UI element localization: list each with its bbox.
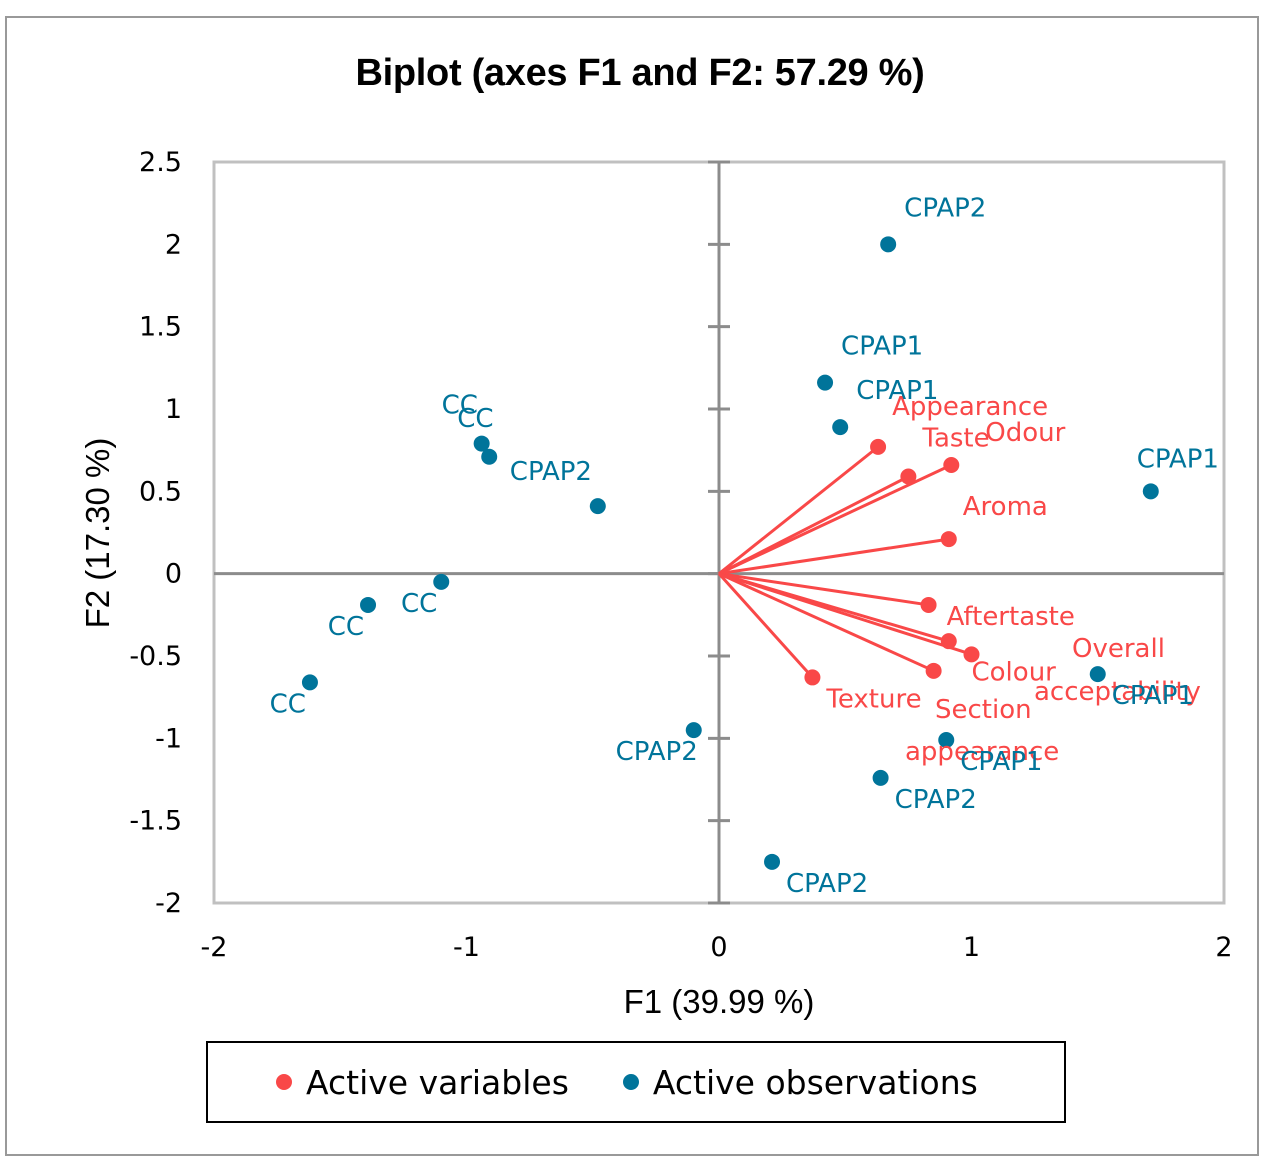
variable-point (963, 646, 980, 663)
observation-label: CC (328, 612, 364, 642)
variable-label: Texture (825, 684, 921, 714)
observation-point (832, 419, 849, 436)
variable-point (925, 662, 942, 679)
observation-label: CC (457, 404, 493, 434)
x-tick-label: -2 (201, 932, 228, 963)
observation-label: CC (270, 689, 306, 719)
y-tick-label: 2 (165, 229, 182, 260)
chart-title: Biplot (axes F1 and F2: 57.29 %) (355, 52, 925, 94)
variable-vector (718, 572, 935, 673)
legend-label-variables: Active variables (306, 1062, 569, 1102)
observation-label: CPAP2 (786, 869, 868, 899)
x-tick-label: 0 (710, 932, 727, 963)
observation-point (817, 374, 834, 391)
variable-label: Section (935, 695, 1032, 725)
observation-label: CPAP1 (841, 332, 923, 362)
variable-point (943, 456, 960, 473)
observation-point (473, 435, 490, 452)
variable-point (870, 438, 887, 455)
variable-label: Overall (1072, 634, 1165, 664)
observation-point (481, 448, 498, 465)
y-tick-label: 0 (165, 559, 182, 590)
observation-point (1089, 666, 1106, 683)
variable-label: Colour (972, 657, 1057, 687)
variable-vector (718, 463, 952, 576)
observation-point (433, 573, 450, 590)
variable-point (940, 531, 957, 548)
legend-label-observations: Active observations (652, 1062, 978, 1102)
legend-marker-variables (276, 1074, 292, 1090)
legend-marker-observations (622, 1074, 639, 1090)
variable-vector (718, 572, 972, 656)
observation-point (685, 722, 702, 739)
observation-point (764, 853, 781, 870)
y-tick-label: -0.5 (129, 641, 182, 672)
observation-label: CPAP2 (510, 457, 592, 487)
y-tick-label: -2 (155, 888, 182, 919)
variable-vector (717, 572, 814, 679)
y-tick-label: 2.5 (139, 147, 182, 178)
observation-label: CC (401, 589, 437, 619)
axes-layer: 2.5 2 1.5 1 0.5 0 -0.5 -1 -1.5 -2 -2 -1 0 1 2 (129, 147, 1232, 963)
observation-label: CPAP2 (895, 785, 977, 815)
observation-point (360, 596, 377, 613)
observation-label: CPAP2 (904, 193, 986, 223)
variable-label: appearance (905, 737, 1059, 767)
observation-point (872, 769, 889, 786)
x-tick-label: -1 (453, 932, 480, 963)
variable-point (900, 468, 917, 485)
variable-point (804, 669, 821, 686)
observation-label: CPAP2 (616, 737, 698, 767)
variable-point (920, 596, 937, 613)
y-tick-label: -1.5 (129, 806, 182, 837)
variable-vector (718, 537, 949, 576)
y-tick-label: -1 (155, 723, 182, 754)
y-tick-label: 1.5 (139, 312, 182, 343)
variable-label: Odour (985, 418, 1065, 448)
observation-points (301, 236, 1159, 870)
observation-label: CPAP1 (856, 376, 938, 406)
observation-label: CPAP1 (1112, 681, 1194, 711)
observation-label: CC (442, 391, 478, 421)
variable-vector (718, 572, 929, 607)
observation-label: CPAP1 (1137, 444, 1219, 474)
observation-point (301, 674, 318, 691)
variable-vectors (717, 438, 980, 686)
variable-label: Appearance (892, 392, 1048, 422)
variable-label: Aftertaste (947, 602, 1075, 632)
y-tick-label: 0.5 (139, 476, 182, 507)
y-tick-label: 1 (165, 394, 182, 425)
x-tick-label: 2 (1215, 932, 1232, 963)
x-axis-title: F1 (39.99 %) (623, 983, 815, 1020)
variable-vector (718, 445, 880, 575)
variable-label: Taste (921, 424, 989, 454)
observation-label: CPAP1 (960, 747, 1042, 777)
variable-label: acceptability (1034, 677, 1201, 707)
legend: Active variables Active observations (206, 1041, 1066, 1123)
observation-point (880, 236, 897, 253)
observation-point (589, 498, 606, 515)
y-axis-title: F2 (17.30 %) (79, 437, 116, 629)
legend-item-variables: Active variables (276, 1063, 569, 1102)
observation-point (938, 731, 955, 748)
legend-item-observations: Active observations (622, 1062, 978, 1102)
variable-label: Aroma (963, 492, 1048, 522)
observation-point (1142, 483, 1159, 500)
x-tick-label: 1 (963, 932, 980, 963)
